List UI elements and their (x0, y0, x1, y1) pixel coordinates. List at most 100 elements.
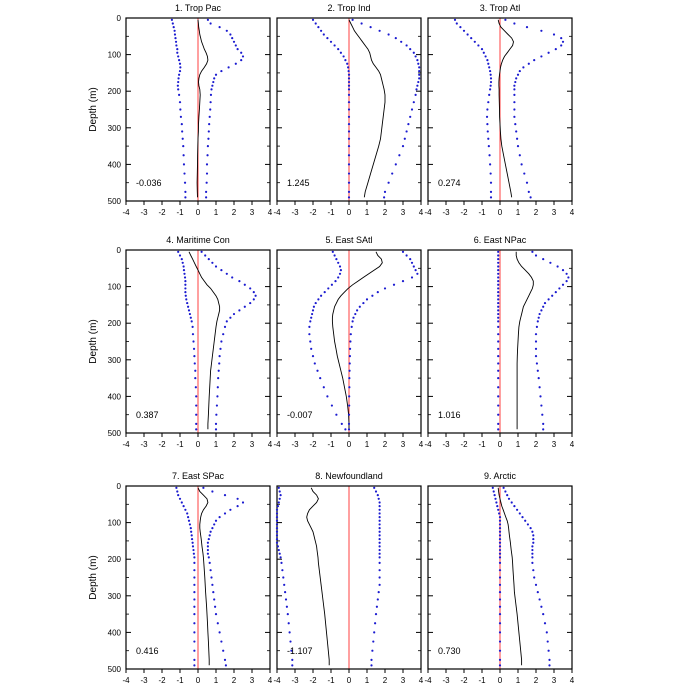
upper-bound-point (378, 505, 381, 508)
upper-bound-point (212, 591, 215, 594)
lower-bound-point (347, 154, 351, 157)
lower-bound-point (497, 298, 500, 301)
lower-bound-point (347, 80, 351, 84)
upper-bound-point (531, 548, 534, 552)
upper-bound-point (225, 29, 228, 32)
upper-bound-point (414, 55, 417, 58)
x-tick-label: 3 (552, 676, 557, 685)
upper-bound-point (378, 508, 381, 511)
y-tick-label: 0 (117, 246, 122, 255)
upper-bound-point (524, 519, 527, 522)
lower-bound-point (347, 145, 351, 148)
lower-bound-point (280, 561, 283, 564)
upper-bound-point (403, 137, 406, 140)
lower-bound-point (317, 298, 320, 301)
lower-bound-point (311, 309, 315, 312)
lower-bound-point (498, 631, 502, 634)
upper-bound-point (227, 66, 230, 69)
mean-profile-line (515, 251, 534, 430)
lower-bound-point (477, 44, 480, 47)
panel-title: 3. Trop Atl (480, 3, 521, 13)
upper-bound-point (398, 154, 401, 157)
lower-bound-point (186, 512, 189, 515)
lower-bound-point (497, 269, 500, 272)
lower-bound-point (497, 283, 500, 286)
upper-bound-point (538, 386, 541, 389)
upper-bound-point (205, 163, 209, 166)
lower-bound-point (193, 613, 196, 616)
upper-bound-point (214, 428, 218, 431)
panel-4: 4. Maritime Con 0 100 200 300 400 500-4 -3 -2 -1 0… (88, 235, 273, 449)
x-tick-label: 3 (401, 208, 406, 217)
upper-bound-point (532, 534, 535, 537)
upper-bound-point (538, 312, 541, 316)
lower-bound-point (498, 605, 502, 608)
upper-bound-point (211, 583, 214, 586)
upper-bound-point (537, 377, 540, 380)
lower-bound-point (288, 631, 291, 634)
upper-bound-point (209, 22, 212, 25)
lower-bound-point (277, 548, 280, 552)
lower-bound-point (279, 494, 282, 497)
lower-bound-point (340, 422, 343, 425)
lower-bound-point (489, 84, 492, 87)
panel-value-label: -1.107 (287, 646, 313, 656)
upper-bound-point (378, 583, 381, 586)
upper-bound-point (360, 22, 363, 25)
upper-bound-point (373, 486, 376, 489)
upper-bound-point (407, 123, 410, 126)
panel-value-label: 1.016 (438, 410, 461, 420)
lower-bound-point (497, 362, 500, 365)
upper-bound-point (378, 576, 381, 579)
x-tick-label: -2 (460, 440, 468, 449)
upper-bound-point (516, 137, 519, 140)
x-tick-label: -4 (273, 440, 281, 449)
upper-bound-point (358, 305, 361, 308)
lower-bound-point (193, 556, 196, 559)
lower-bound-point (275, 508, 279, 511)
upper-bound-point (378, 29, 381, 32)
lower-bound-point (344, 428, 347, 431)
upper-bound-point (208, 115, 211, 118)
lower-bound-point (171, 22, 174, 25)
upper-bound-point (371, 649, 374, 652)
upper-bound-point (540, 29, 543, 32)
upper-bound-point (516, 145, 520, 148)
upper-bound-point (216, 395, 219, 398)
lower-bound-point (192, 552, 195, 555)
upper-bound-point (378, 556, 381, 559)
upper-bound-point (565, 280, 568, 283)
x-tick-label: 0 (498, 440, 503, 449)
lower-bound-point (178, 254, 182, 257)
x-tick-label: 4 (419, 440, 424, 449)
upper-bound-point (208, 534, 211, 537)
lower-bound-point (342, 55, 345, 58)
upper-bound-point (534, 340, 538, 343)
lower-bound-point (192, 548, 195, 552)
lower-bound-point (193, 605, 196, 608)
upper-bound-point (554, 290, 557, 294)
upper-bound-point (200, 250, 203, 253)
upper-bound-point (412, 51, 415, 54)
upper-bound-point (534, 347, 538, 350)
lower-bound-point (193, 664, 196, 667)
x-tick-label: -3 (442, 676, 450, 685)
upper-bound-point (206, 154, 209, 157)
panel-value-label: 0.730 (438, 646, 461, 656)
y-tick-label: 300 (108, 592, 122, 601)
upper-bound-point (238, 309, 241, 312)
lower-bound-point (195, 428, 198, 431)
lower-bound-point (177, 250, 180, 253)
lower-bound-point (192, 340, 195, 343)
lower-bound-point (184, 294, 187, 297)
lower-bound-point (193, 649, 196, 652)
upper-bound-point (513, 93, 516, 96)
upper-bound-point (536, 320, 539, 323)
mean-profile-line (331, 251, 383, 430)
upper-bound-point (219, 347, 222, 350)
upper-bound-point (542, 422, 545, 425)
lower-bound-point (278, 497, 281, 500)
lower-bound-point (193, 658, 196, 661)
upper-bound-point (534, 355, 538, 358)
x-tick-label: 2 (383, 440, 388, 449)
